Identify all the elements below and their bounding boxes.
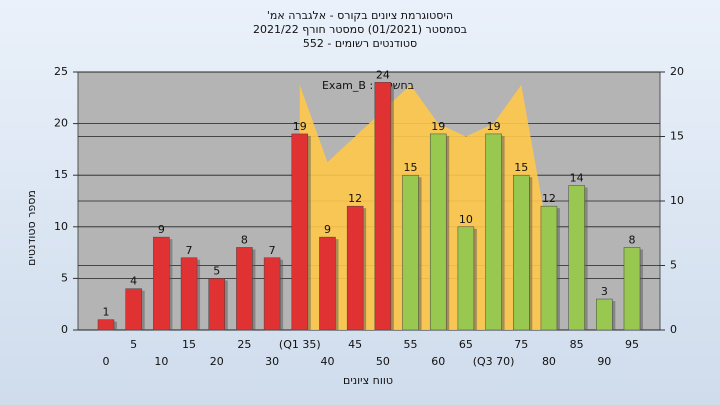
x-tick-label: 45 bbox=[348, 338, 362, 351]
chart-subtitle: בסמסטר (01/2021) סמסטר חורף 2021/22 bbox=[253, 23, 467, 36]
bar bbox=[485, 133, 502, 331]
bar bbox=[208, 278, 225, 331]
bar bbox=[568, 185, 585, 331]
data-label: 7 bbox=[186, 244, 193, 257]
y-tick-label: 15 bbox=[54, 168, 68, 181]
x-tick-label: 75 bbox=[514, 338, 528, 351]
bar bbox=[374, 82, 392, 331]
data-label: 12 bbox=[542, 192, 556, 205]
x-tick-label: 80 bbox=[542, 355, 556, 368]
x-tick-label: 85 bbox=[570, 338, 584, 351]
chart-title: היסטוגרמת ציונים בקורס - אלגברה אמ' bbox=[267, 9, 453, 22]
legend-label: בחשיבה : Exam_B bbox=[322, 79, 414, 92]
x-tick-label: 10 bbox=[154, 355, 168, 368]
bar bbox=[291, 133, 309, 331]
y2-tick-label: 5 bbox=[670, 259, 677, 272]
data-label: 3 bbox=[601, 285, 608, 298]
data-label: 24 bbox=[376, 68, 390, 81]
data-label: 5 bbox=[213, 264, 220, 277]
data-label: 19 bbox=[293, 120, 307, 133]
y-tick-label: 0 bbox=[61, 323, 68, 336]
x-tick-label: 40 bbox=[320, 355, 334, 368]
data-label: 1 bbox=[103, 306, 110, 319]
x-tick-label: 65 bbox=[459, 338, 473, 351]
bar bbox=[236, 247, 253, 331]
x-tick-label: (Q1 35) bbox=[279, 338, 321, 351]
data-label: 15 bbox=[404, 161, 418, 174]
x-tick-label: 25 bbox=[237, 338, 251, 351]
y2-tick-label: 15 bbox=[670, 130, 684, 143]
y-axis-title: מספר סטודנטים bbox=[25, 190, 38, 266]
x-tick-label: 5 bbox=[130, 338, 137, 351]
y-tick-label: 5 bbox=[61, 271, 68, 284]
data-label: 4 bbox=[130, 275, 137, 288]
data-label: 9 bbox=[158, 223, 165, 236]
y2-tick-label: 0 bbox=[670, 323, 677, 336]
x-tick-label: 30 bbox=[265, 355, 279, 368]
bar bbox=[540, 205, 558, 331]
y2-tick-label: 20 bbox=[670, 65, 684, 78]
bar bbox=[346, 205, 364, 331]
data-label: 8 bbox=[241, 233, 248, 246]
x-tick-label: 60 bbox=[431, 355, 445, 368]
x-tick-label: 0 bbox=[103, 355, 110, 368]
x-tick-label: (Q3 70) bbox=[473, 355, 515, 368]
data-label: 19 bbox=[431, 120, 445, 133]
bar bbox=[596, 298, 613, 331]
data-label: 14 bbox=[570, 172, 584, 185]
bar bbox=[97, 319, 115, 331]
data-label: 19 bbox=[487, 120, 501, 133]
bar bbox=[513, 174, 530, 331]
y-tick-label: 20 bbox=[54, 117, 68, 130]
data-label: 8 bbox=[629, 233, 636, 246]
bar bbox=[429, 133, 447, 331]
bar bbox=[180, 257, 198, 331]
x-tick-label: 55 bbox=[404, 338, 418, 351]
y-tick-label: 10 bbox=[54, 220, 68, 233]
bar bbox=[153, 236, 170, 331]
bar bbox=[263, 257, 281, 331]
x-tick-label: 50 bbox=[376, 355, 390, 368]
bar bbox=[623, 247, 641, 331]
x-tick-label: 15 bbox=[182, 338, 196, 351]
y-tick-label: 25 bbox=[54, 65, 68, 78]
x-tick-label: 20 bbox=[210, 355, 224, 368]
x-tick-label: 95 bbox=[625, 338, 639, 351]
data-label: 15 bbox=[514, 161, 528, 174]
chart-subtitle: סטודנטים רשומים - 552 bbox=[303, 37, 417, 50]
bar bbox=[125, 288, 142, 331]
data-label: 12 bbox=[348, 192, 362, 205]
bar bbox=[402, 174, 419, 331]
data-label: 9 bbox=[324, 223, 331, 236]
y2-tick-label: 10 bbox=[670, 194, 684, 207]
x-axis-title: טווח ציונים bbox=[343, 374, 393, 387]
x-tick-label: 90 bbox=[597, 355, 611, 368]
data-label: 10 bbox=[459, 213, 473, 226]
data-label: 7 bbox=[269, 244, 276, 257]
bar bbox=[319, 236, 336, 331]
bar bbox=[457, 226, 475, 331]
